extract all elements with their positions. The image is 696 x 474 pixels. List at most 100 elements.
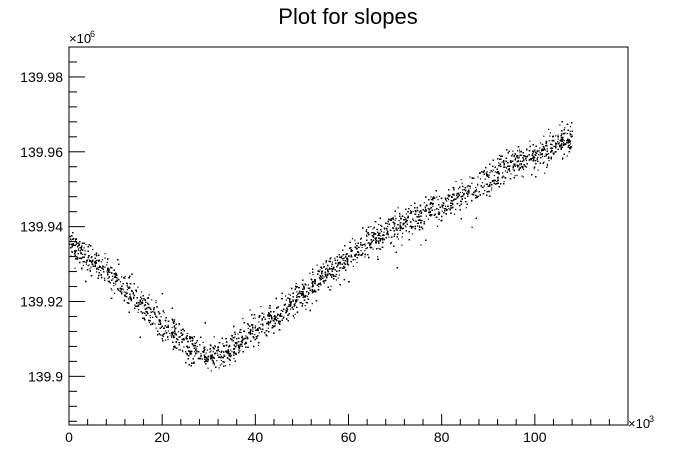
data-point [338,274,340,276]
data-point [540,153,542,155]
data-point [313,281,315,283]
data-point [386,229,388,231]
data-point [152,322,154,324]
data-point [519,151,521,153]
data-point [92,248,94,251]
data-point [394,219,396,221]
data-point [392,218,395,220]
data-point [546,163,548,165]
data-point [149,316,151,319]
data-point [390,217,392,219]
data-point [267,327,269,329]
data-point [135,291,138,293]
data-point [527,155,529,157]
data-point [537,156,539,158]
data-point [372,232,374,234]
data-point [206,358,208,360]
data-point [183,346,185,348]
data-point [358,253,360,255]
data-point [571,134,573,136]
data-point [342,259,344,261]
data-point [119,281,122,283]
data-point [479,178,482,180]
data-point [533,149,535,151]
data-point [280,309,282,311]
data-point [514,175,516,177]
data-point [202,358,204,360]
data-point [221,363,223,365]
data-point [323,276,325,278]
data-point [546,164,549,166]
data-point [293,317,296,319]
data-point [259,327,261,329]
data-point [530,158,532,160]
data-point [356,261,358,264]
data-point [561,141,563,143]
data-point [263,313,265,315]
data-point [566,155,568,157]
data-point [205,360,208,362]
data-point [294,303,296,305]
data-point [268,318,270,320]
data-point [525,166,527,168]
data-point [404,218,406,221]
data-point [82,253,84,255]
data-point [124,295,126,297]
data-point [545,140,547,142]
data-point [129,294,131,296]
data-point [126,288,128,291]
data-point [388,236,390,238]
data-point [228,350,230,352]
data-point [305,284,307,286]
data-point [222,343,224,345]
data-point [145,310,147,312]
data-point [128,298,130,300]
data-point [483,185,485,187]
data-point [396,229,398,231]
data-point [210,350,212,352]
data-point [330,285,332,287]
data-point [242,317,244,320]
data-point [541,149,543,151]
data-point [247,327,249,329]
data-point [571,135,573,137]
data-point [104,257,106,259]
data-point [269,315,271,318]
data-point [247,324,249,326]
data-point [219,364,221,366]
data-point [159,321,161,323]
data-point [98,266,100,268]
data-point [133,297,135,299]
data-point [421,211,423,213]
data-point [122,288,124,290]
data-point [148,303,150,305]
data-point [203,347,205,350]
data-point [459,191,461,194]
data-point [201,351,204,353]
data-point [314,282,316,284]
data-point [354,254,356,257]
data-point [520,164,522,166]
data-point [106,270,108,272]
data-point [393,222,395,224]
data-point [130,300,133,302]
data-point [398,220,400,222]
data-point [178,349,180,351]
data-point [123,291,125,293]
data-point [155,302,157,304]
data-point [88,259,90,261]
data-point [364,245,366,247]
data-point [274,316,276,318]
data-point [318,286,320,288]
data-point [409,226,411,228]
data-point [73,253,75,255]
data-point [548,153,550,155]
data-point [108,271,110,273]
data-point [521,175,523,177]
data-point [412,226,414,228]
data-point [563,140,565,142]
data-point [430,196,432,198]
data-point [305,308,307,310]
data-point [177,331,179,333]
